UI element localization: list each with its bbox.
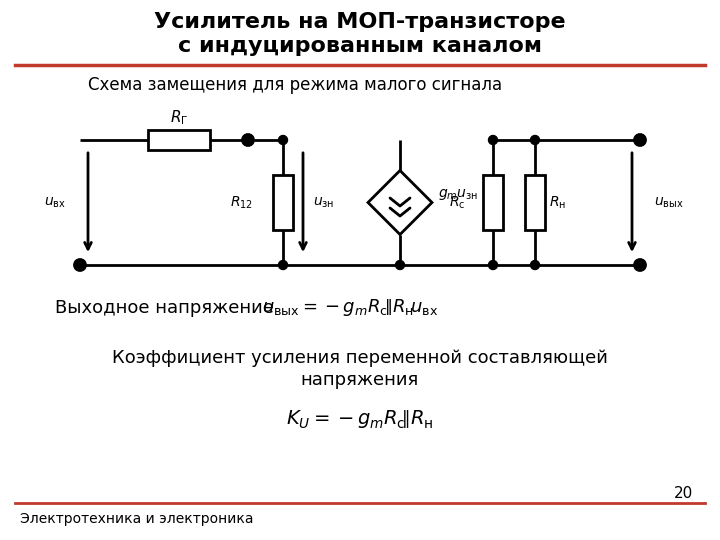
- Text: Схема замещения для режима малого сигнала: Схема замещения для режима малого сигнал…: [88, 76, 502, 94]
- Circle shape: [634, 260, 646, 271]
- Circle shape: [74, 260, 86, 271]
- Bar: [483, 175, 503, 230]
- Circle shape: [488, 136, 498, 145]
- Text: $R_{\mathsf{12}}$: $R_{\mathsf{12}}$: [230, 194, 253, 211]
- Text: $u_{\mathsf{вх}}$: $u_{\mathsf{вх}}$: [44, 195, 66, 210]
- Circle shape: [634, 134, 646, 145]
- Polygon shape: [368, 171, 432, 234]
- Text: $u_{\rm вых}=-g_m R_{\rm c}\!\left\|R_{\rm н}\right.\!u_{\rm вх}$: $u_{\rm вых}=-g_m R_{\rm c}\!\left\|R_{\…: [262, 298, 438, 319]
- Text: $g_m u_{\mathsf{зн}}$: $g_m u_{\mathsf{зн}}$: [438, 187, 478, 202]
- Circle shape: [488, 260, 498, 269]
- Text: $R_{\mathsf{н}}$: $R_{\mathsf{н}}$: [549, 194, 566, 211]
- Circle shape: [531, 260, 539, 269]
- Text: Коэффициент усиления переменной составляющей: Коэффициент усиления переменной составля…: [112, 349, 608, 367]
- Text: $R_{\mathsf{\Gamma}}$: $R_{\mathsf{\Gamma}}$: [170, 109, 188, 127]
- Circle shape: [531, 136, 539, 145]
- Text: Электротехника и электроника: Электротехника и электроника: [20, 512, 253, 526]
- Bar: [525, 175, 545, 230]
- Text: $u_{\mathsf{зн}}$: $u_{\mathsf{зн}}$: [313, 195, 335, 210]
- Circle shape: [279, 260, 287, 269]
- Bar: [273, 175, 293, 230]
- Circle shape: [243, 134, 253, 145]
- Text: $K_U=-g_m R_{\rm c}\!\left\|R_{\rm н}\right.$: $K_U=-g_m R_{\rm c}\!\left\|R_{\rm н}\ri…: [286, 409, 434, 431]
- Text: напряжения: напряжения: [301, 371, 419, 389]
- Circle shape: [395, 260, 405, 269]
- Text: 20: 20: [674, 485, 693, 501]
- Text: Усилитель на МОП-транзисторе: Усилитель на МОП-транзисторе: [154, 12, 566, 32]
- Text: $u_{\mathsf{вых}}$: $u_{\mathsf{вых}}$: [654, 195, 683, 210]
- Text: с индуцированным каналом: с индуцированным каналом: [178, 36, 542, 56]
- Circle shape: [279, 136, 287, 145]
- Text: $R_{\mathsf{c}}$: $R_{\mathsf{c}}$: [449, 194, 465, 211]
- Bar: [148, 130, 210, 150]
- Text: Выходное напряжение: Выходное напряжение: [55, 299, 274, 317]
